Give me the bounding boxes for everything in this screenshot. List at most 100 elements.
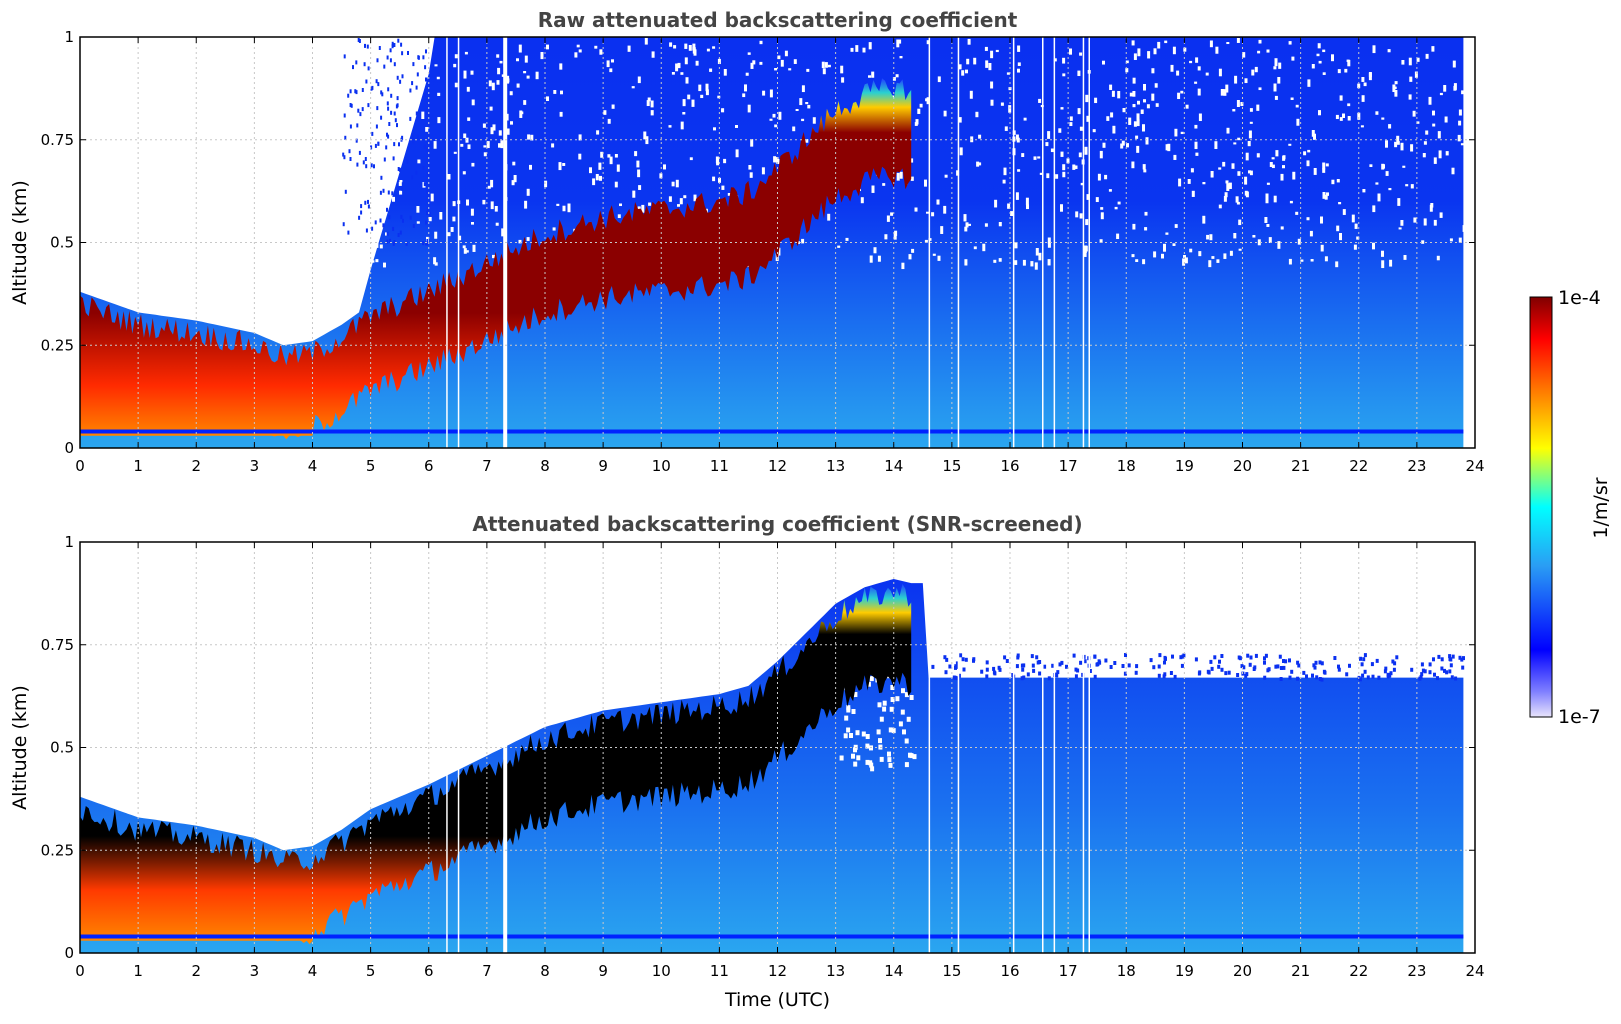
noise-speckle — [370, 86, 373, 91]
noise-speckle — [1146, 104, 1150, 109]
edge-speckle — [1366, 675, 1370, 680]
noise-speckle — [387, 87, 390, 92]
noise-speckle — [1132, 91, 1136, 97]
noise-speckle — [650, 110, 654, 116]
noise-speckle — [462, 245, 466, 249]
noise-speckle — [1180, 131, 1184, 135]
y-tick-label: 1 — [64, 28, 74, 46]
noise-speckle — [576, 44, 580, 48]
noise-speckle — [910, 158, 914, 163]
noise-speckle — [378, 46, 381, 50]
edge-speckle — [1164, 656, 1167, 661]
edge-speckle — [1362, 657, 1366, 662]
noise-speckle — [1195, 152, 1199, 156]
noise-speckle — [354, 89, 357, 94]
noise-speckle — [1233, 142, 1237, 145]
noise-speckle — [1083, 250, 1087, 257]
noise-speckle — [884, 234, 888, 240]
noise-speckle — [1172, 243, 1176, 246]
screened-hole — [901, 688, 905, 694]
noise-speckle — [1077, 70, 1081, 77]
noise-speckle — [1423, 141, 1427, 145]
noise-speckle — [793, 59, 797, 64]
x-tick-label: 15 — [942, 457, 961, 475]
noise-speckle — [377, 91, 381, 96]
noise-speckle — [364, 43, 366, 48]
edge-speckle — [1377, 675, 1381, 680]
screened-hole — [879, 716, 884, 722]
edge-speckle — [1135, 664, 1139, 669]
edge-speckle — [1433, 672, 1436, 677]
noise-speckle — [595, 174, 599, 181]
noise-speckle — [370, 163, 373, 168]
noise-speckle — [1015, 192, 1019, 200]
noise-speckle — [1187, 179, 1191, 184]
edge-speckle — [1058, 662, 1062, 667]
edge-speckle — [1458, 655, 1462, 660]
noise-speckle — [1238, 248, 1242, 251]
noise-speckle — [1318, 110, 1321, 116]
noise-speckle — [1062, 73, 1066, 77]
edge-speckle — [1284, 659, 1288, 664]
noise-speckle — [1234, 75, 1238, 84]
noise-speckle — [1122, 108, 1126, 113]
edge-speckle — [1420, 662, 1424, 667]
noise-speckle — [509, 91, 513, 96]
noise-speckle — [780, 59, 784, 67]
edge-speckle — [1312, 663, 1316, 668]
noise-speckle — [1153, 251, 1157, 258]
noise-speckle — [1416, 57, 1420, 62]
noise-speckle — [358, 150, 361, 155]
screened-hole — [846, 707, 851, 713]
heatmap-raster — [80, 37, 1466, 448]
noise-speckle — [706, 48, 710, 52]
x-tick-label: 9 — [598, 962, 608, 980]
edge-speckle — [1245, 672, 1249, 677]
noise-speckle — [1047, 131, 1051, 139]
edge-speckle — [1348, 663, 1351, 668]
noise-speckle — [687, 94, 691, 100]
data-gap-line — [1012, 542, 1015, 953]
noise-speckle — [361, 88, 364, 92]
screened-hole — [839, 755, 844, 761]
noise-speckle — [1108, 189, 1112, 192]
noise-speckle — [1194, 81, 1198, 84]
noise-speckle — [530, 134, 534, 141]
noise-speckle — [453, 151, 457, 154]
noise-speckle — [382, 188, 385, 193]
noise-speckle — [1224, 192, 1228, 198]
noise-speckle — [659, 173, 663, 179]
aerosol-layer — [80, 583, 912, 945]
noise-speckle — [498, 143, 501, 148]
noise-speckle — [1209, 40, 1213, 48]
noise-speckle — [892, 77, 896, 81]
noise-speckle — [343, 113, 346, 118]
noise-speckle — [627, 45, 631, 52]
noise-speckle — [1322, 72, 1326, 75]
noise-speckle — [1225, 84, 1229, 93]
noise-speckle — [376, 198, 380, 202]
noise-speckle — [393, 124, 397, 133]
y-tick-label: 0.5 — [50, 234, 74, 252]
noise-speckle — [1185, 104, 1189, 109]
noise-speckle — [1453, 83, 1457, 90]
noise-speckle — [486, 141, 490, 149]
noise-speckle — [1249, 108, 1253, 112]
edge-speckle — [1282, 665, 1286, 670]
noise-speckle — [1069, 116, 1073, 121]
noise-speckle — [1222, 161, 1226, 167]
noise-speckle — [1075, 211, 1079, 218]
edge-speckle — [1279, 666, 1283, 670]
noise-speckle — [964, 226, 968, 232]
noise-speckle — [1100, 207, 1104, 210]
noise-speckle — [894, 230, 898, 236]
noise-speckle — [1155, 103, 1159, 107]
noise-speckle — [363, 62, 366, 67]
noise-speckle — [546, 96, 549, 102]
edge-speckle — [1305, 674, 1308, 679]
screened-hole — [877, 702, 882, 708]
noise-speckle — [546, 44, 549, 50]
noise-speckle — [396, 75, 399, 80]
noise-speckle — [750, 62, 754, 69]
noise-speckle — [963, 214, 967, 222]
